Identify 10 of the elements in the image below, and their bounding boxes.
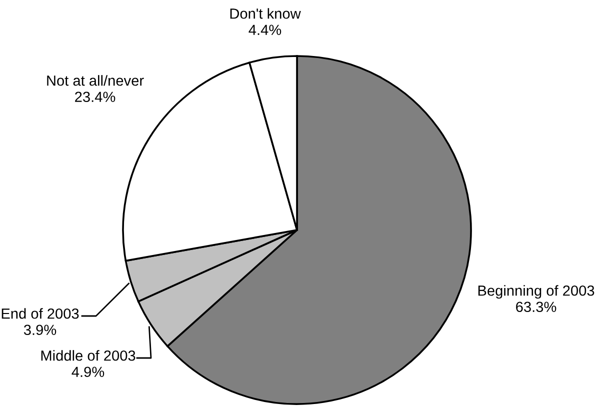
slice-label: End of 2003 <box>2 308 79 319</box>
data-label: 63.3% <box>516 302 556 312</box>
data-label: 3.9% <box>24 324 56 336</box>
data-label: 4.4% <box>248 24 282 35</box>
data-label: 4.9% <box>72 366 104 378</box>
slice-label: Not at all/never <box>47 75 144 86</box>
data-label: 23.4% <box>75 92 116 102</box>
slice-label: Beginning of 2003 <box>478 285 594 299</box>
slice-label: Middle of 2003 <box>41 350 136 361</box>
slice-label: Don't know <box>230 8 301 19</box>
